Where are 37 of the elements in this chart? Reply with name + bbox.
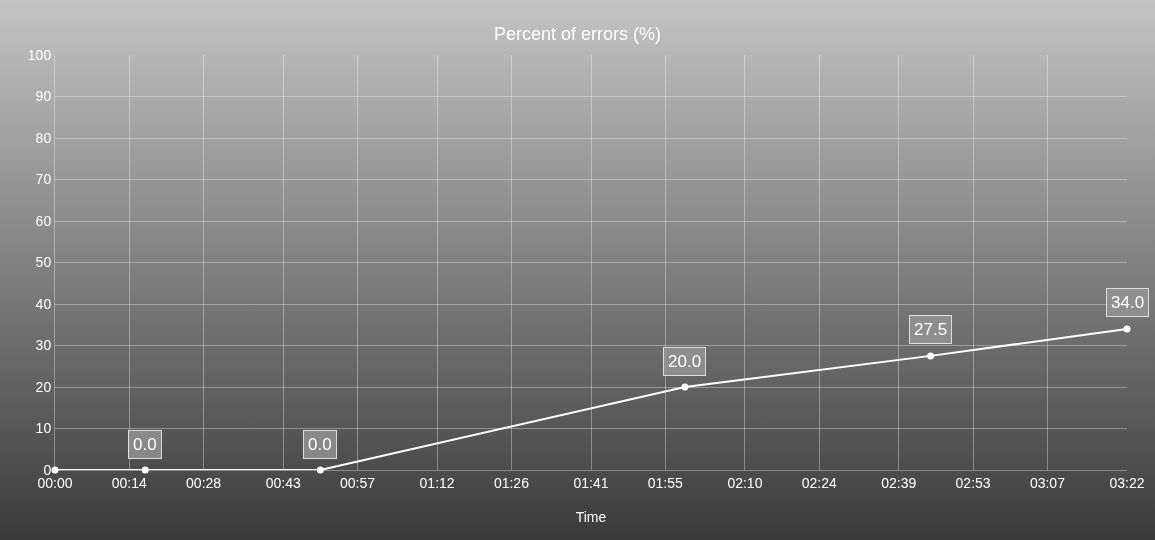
point — [1123, 325, 1131, 333]
y-tick-label: 40 — [35, 295, 52, 312]
point — [51, 466, 59, 474]
data-label: 34.0 — [1111, 293, 1145, 312]
x-tick-label: 01:41 — [573, 474, 609, 491]
chart-title: Percent of errors (%) — [493, 23, 662, 44]
x-tick-label: 00:57 — [339, 474, 376, 491]
data-label: 27.5 — [914, 320, 948, 339]
y-tick-label: 50 — [35, 254, 52, 271]
y-tick-label: 30 — [35, 337, 52, 354]
y-tick-label: 70 — [35, 171, 52, 188]
x-tick-label: 03:22 — [1109, 474, 1145, 491]
point — [927, 352, 935, 360]
point — [141, 466, 149, 474]
x-tick-label: 01:55 — [647, 474, 684, 491]
x-tick-label: 00:43 — [265, 474, 301, 491]
y-tick-label: 80 — [35, 129, 52, 146]
x-tick-label: 00:28 — [186, 474, 222, 491]
x-axis-title: Time — [575, 509, 607, 525]
x-tick-label: 00:14 — [111, 474, 148, 491]
x-tick-label: 01:12 — [419, 474, 455, 491]
data-label: 20.0 — [668, 352, 702, 371]
y-tick-label: 90 — [35, 88, 52, 105]
x-tick-label: 02:39 — [881, 474, 917, 491]
y-tick-label: 60 — [35, 212, 52, 229]
data-label: 0.0 — [308, 435, 332, 454]
x-tick-label: 01:26 — [493, 474, 530, 491]
y-tick-label: 20 — [35, 378, 52, 395]
x-tick-label: 02:53 — [955, 474, 991, 491]
x-tick-label: 02:24 — [801, 474, 837, 491]
y-tick-label: 100 — [27, 46, 52, 63]
x-tick-label: 03:07 — [1029, 474, 1066, 491]
data-label: 0.0 — [133, 435, 157, 454]
point — [681, 383, 689, 391]
x-tick-label: 02:10 — [727, 474, 763, 491]
point — [316, 466, 324, 474]
y-tick-label: 10 — [35, 420, 52, 437]
